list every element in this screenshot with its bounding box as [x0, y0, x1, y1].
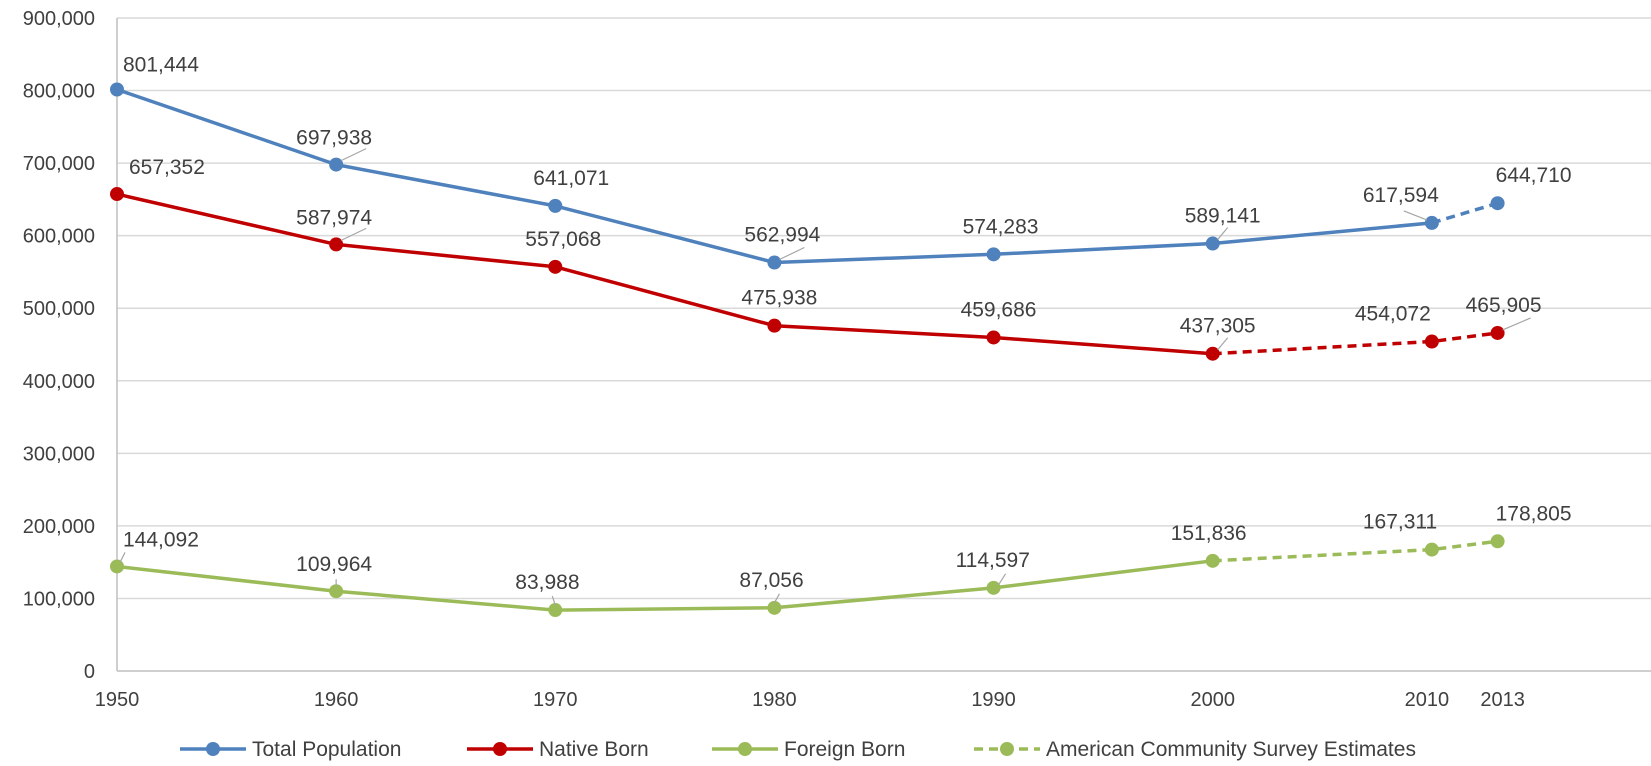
data-label: 589,141 [1185, 205, 1261, 228]
data-label: 641,071 [533, 167, 609, 190]
legend-marker [493, 742, 507, 756]
legend-marker [1000, 742, 1014, 756]
x-tick-label: 1960 [314, 689, 359, 711]
y-tick-label: 900,000 [23, 8, 95, 30]
data-point [548, 259, 563, 274]
data-point [110, 82, 124, 97]
label-leader [119, 552, 126, 563]
legend-label: Foreign Born [784, 738, 905, 761]
data-point [1205, 236, 1220, 251]
y-tick-label: 300,000 [23, 443, 95, 465]
series-estimate-line-1 [1212, 331, 1498, 356]
data-labels: 801,444 697,938 641,071 562,994 574,283 589,1… [123, 54, 1572, 595]
data-point [1424, 334, 1439, 349]
data-point [767, 318, 782, 333]
y-tick-label: 500,000 [23, 298, 95, 320]
series-line-1 [116, 192, 1213, 356]
data-label: 83,988 [515, 571, 579, 594]
data-label: 151,836 [1171, 522, 1247, 545]
label-leader [1502, 317, 1531, 331]
data-label: 562,994 [744, 224, 820, 247]
data-label: 801,444 [123, 54, 199, 77]
legend-label: Total Population [252, 738, 401, 761]
series-estimate-line-0 [1431, 201, 1499, 225]
data-point [1205, 553, 1220, 568]
data-point [986, 330, 1001, 345]
data-point [986, 580, 1001, 595]
data-point [1205, 346, 1220, 361]
data-point [767, 255, 782, 270]
data-label: 557,068 [525, 228, 601, 251]
legend-label: American Community Survey Estimates [1046, 738, 1416, 761]
data-label: 617,594 [1363, 184, 1439, 207]
x-tick-label: 1980 [752, 689, 797, 711]
data-label: 454,072 [1355, 303, 1431, 326]
grid-lines [117, 17, 1651, 600]
data-label: 574,283 [963, 215, 1039, 238]
data-point [329, 157, 344, 172]
y-tick-label: 200,000 [23, 516, 95, 538]
data-label: 144,092 [123, 528, 199, 551]
data-point [986, 247, 1001, 262]
data-point [1490, 325, 1505, 340]
label-leader [1217, 227, 1229, 240]
legend: Total Population Native Born Foreign Born A… [180, 738, 1416, 761]
data-point [329, 237, 344, 252]
data-point [1490, 196, 1505, 211]
data-label: 178,805 [1496, 502, 1572, 525]
label-leader [773, 593, 780, 604]
data-point [767, 600, 782, 615]
x-tick-label: 1990 [971, 689, 1016, 711]
data-point [329, 584, 344, 599]
label-leader [1403, 210, 1428, 221]
series-lines [110, 82, 1505, 618]
data-label: 437,305 [1180, 315, 1256, 338]
y-tick-label: 600,000 [23, 226, 95, 248]
axes: 0 100,000 200,000 300,000 400,000 500,000 600,… [23, 8, 1651, 711]
x-tick-label: 2000 [1190, 689, 1235, 711]
data-label: 475,938 [741, 287, 817, 310]
x-tick-label: 2010 [1405, 689, 1450, 711]
legend-marker [206, 742, 220, 756]
data-label: 87,056 [739, 569, 803, 592]
data-label: 109,964 [296, 553, 372, 576]
data-label: 697,938 [296, 127, 372, 150]
label-leader [340, 227, 367, 241]
data-label: 114,597 [956, 549, 1030, 572]
label-leaders [119, 148, 1531, 606]
data-point [1490, 534, 1505, 549]
data-label: 459,686 [961, 298, 1037, 321]
label-leader [779, 246, 805, 261]
data-label: 167,311 [1363, 511, 1437, 534]
label-leader [551, 595, 556, 606]
y-tick-label: 0 [84, 661, 95, 683]
data-point [1424, 215, 1439, 230]
label-leader [1217, 337, 1229, 351]
data-label: 657,352 [129, 156, 205, 179]
x-tick-label: 1950 [95, 689, 140, 711]
data-point [548, 603, 563, 618]
data-label: 465,905 [1466, 294, 1542, 317]
legend-label: Native Born [539, 738, 649, 761]
data-label: 587,974 [296, 206, 372, 229]
data-point [1424, 542, 1439, 557]
y-tick-label: 800,000 [23, 81, 95, 103]
y-tick-label: 100,000 [23, 588, 95, 610]
data-point [110, 187, 124, 202]
label-leader [998, 573, 1007, 586]
series-line-2 [116, 559, 1213, 612]
y-tick-label: 400,000 [23, 371, 95, 393]
data-label: 644,710 [1496, 164, 1572, 187]
y-tick-label: 700,000 [23, 153, 95, 175]
x-tick-label: 1970 [533, 689, 578, 711]
legend-marker [738, 742, 752, 756]
data-point [548, 198, 563, 213]
x-tick-label: 2013 [1480, 689, 1525, 711]
data-point [110, 559, 124, 574]
label-leader [340, 148, 367, 162]
series-estimate-line-2 [1212, 539, 1498, 563]
